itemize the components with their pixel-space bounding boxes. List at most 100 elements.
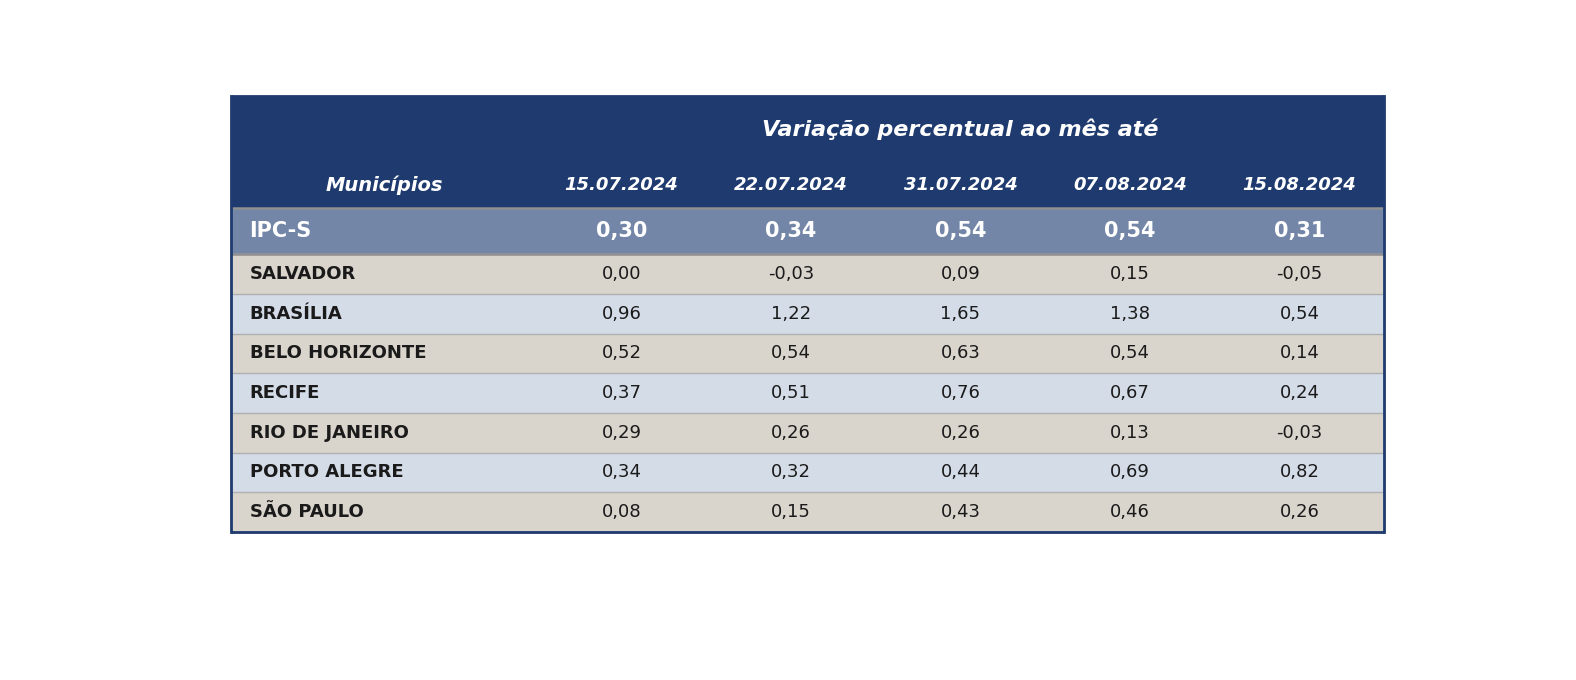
- Text: 0,67: 0,67: [1110, 384, 1150, 402]
- Bar: [876, 373, 1045, 413]
- Text: 0,30: 0,30: [596, 221, 648, 241]
- Text: SÃO PAULO: SÃO PAULO: [249, 503, 364, 521]
- Bar: [1215, 334, 1384, 373]
- Bar: [1215, 373, 1384, 413]
- Text: 1,65: 1,65: [941, 305, 980, 323]
- Bar: [537, 208, 706, 254]
- Bar: [1045, 453, 1215, 492]
- Bar: [1045, 254, 1215, 294]
- Bar: [537, 413, 706, 453]
- Bar: [537, 294, 706, 334]
- Text: SALVADOR: SALVADOR: [249, 265, 356, 283]
- Bar: [1045, 373, 1215, 413]
- Text: 1,22: 1,22: [771, 305, 812, 323]
- Text: 0,44: 0,44: [941, 464, 980, 481]
- Bar: [1045, 162, 1215, 208]
- Text: 0,15: 0,15: [771, 503, 812, 521]
- Text: 0,08: 0,08: [602, 503, 641, 521]
- Text: 0,52: 0,52: [602, 345, 641, 362]
- Text: 22.07.2024: 22.07.2024: [734, 176, 848, 194]
- Bar: [706, 413, 876, 453]
- Text: BELO HORIZONTE: BELO HORIZONTE: [249, 345, 426, 362]
- Text: 0,82: 0,82: [1280, 464, 1319, 481]
- Bar: [706, 453, 876, 492]
- Text: 0,34: 0,34: [766, 221, 816, 241]
- Bar: [232, 413, 537, 453]
- Text: 0,37: 0,37: [602, 384, 641, 402]
- Bar: [232, 334, 537, 373]
- Bar: [1215, 492, 1384, 532]
- Bar: [706, 208, 876, 254]
- Bar: [537, 334, 706, 373]
- Text: 0,34: 0,34: [602, 464, 641, 481]
- Text: 0,26: 0,26: [1280, 503, 1319, 521]
- Text: 0,54: 0,54: [1280, 305, 1319, 323]
- Bar: [706, 492, 876, 532]
- Text: 0,63: 0,63: [941, 345, 980, 362]
- Text: PORTO ALEGRE: PORTO ALEGRE: [249, 464, 403, 481]
- Text: Variação percentual ao mês até: Variação percentual ao mês até: [763, 118, 1158, 139]
- Text: 15.08.2024: 15.08.2024: [1242, 176, 1357, 194]
- Bar: [1045, 413, 1215, 453]
- Bar: [537, 373, 706, 413]
- Bar: [537, 453, 706, 492]
- Text: 0,54: 0,54: [1110, 345, 1150, 362]
- Text: RIO DE JANEIRO: RIO DE JANEIRO: [249, 424, 408, 442]
- Text: 0,26: 0,26: [771, 424, 812, 442]
- Text: 0,00: 0,00: [602, 265, 641, 283]
- Bar: [537, 254, 706, 294]
- Bar: [876, 162, 1045, 208]
- Bar: [1215, 413, 1384, 453]
- Text: 1,38: 1,38: [1110, 305, 1150, 323]
- Bar: [1215, 254, 1384, 294]
- Bar: [1215, 453, 1384, 492]
- Bar: [1045, 294, 1215, 334]
- Bar: [232, 97, 537, 162]
- Text: 0,26: 0,26: [941, 424, 980, 442]
- Bar: [537, 162, 706, 208]
- Text: 0,46: 0,46: [1110, 503, 1150, 521]
- Bar: [706, 254, 876, 294]
- Bar: [1045, 492, 1215, 532]
- Text: Municípios: Municípios: [325, 175, 443, 194]
- Bar: [232, 162, 537, 208]
- Bar: [876, 294, 1045, 334]
- Text: 0,69: 0,69: [1110, 464, 1150, 481]
- Bar: [537, 97, 1384, 162]
- Bar: [232, 294, 537, 334]
- Text: 0,13: 0,13: [1110, 424, 1150, 442]
- Bar: [876, 413, 1045, 453]
- Bar: [1045, 334, 1215, 373]
- Text: RECIFE: RECIFE: [249, 384, 320, 402]
- Text: 0,54: 0,54: [771, 345, 812, 362]
- Bar: [876, 492, 1045, 532]
- Text: 31.07.2024: 31.07.2024: [903, 176, 1018, 194]
- Text: -0,05: -0,05: [1277, 265, 1322, 283]
- Bar: [232, 254, 537, 294]
- Text: 0,54: 0,54: [1105, 221, 1155, 241]
- Bar: [706, 373, 876, 413]
- Text: 0,32: 0,32: [771, 464, 812, 481]
- Bar: [706, 162, 876, 208]
- Bar: [1215, 208, 1384, 254]
- Bar: [1215, 294, 1384, 334]
- Bar: [876, 208, 1045, 254]
- Text: 15.07.2024: 15.07.2024: [564, 176, 678, 194]
- Text: 0,15: 0,15: [1110, 265, 1150, 283]
- Bar: [232, 492, 537, 532]
- Bar: [876, 254, 1045, 294]
- Text: 0,29: 0,29: [602, 424, 641, 442]
- Text: -0,03: -0,03: [768, 265, 815, 283]
- Text: 0,76: 0,76: [941, 384, 980, 402]
- Bar: [232, 373, 537, 413]
- Bar: [537, 492, 706, 532]
- Bar: [876, 453, 1045, 492]
- Bar: [1045, 208, 1215, 254]
- Text: 0,43: 0,43: [941, 503, 980, 521]
- Text: 0,14: 0,14: [1280, 345, 1319, 362]
- Text: 0,31: 0,31: [1273, 221, 1325, 241]
- Bar: [706, 294, 876, 334]
- Text: 0,24: 0,24: [1280, 384, 1319, 402]
- Bar: [876, 334, 1045, 373]
- Text: IPC-S: IPC-S: [249, 221, 312, 241]
